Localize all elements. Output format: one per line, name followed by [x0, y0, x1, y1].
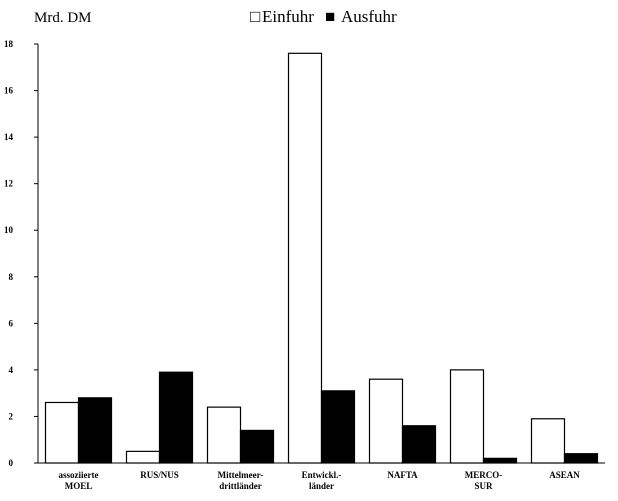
x-tick-label: länder	[309, 481, 334, 491]
bar-einfuhr-rus-nus	[125, 450, 161, 464]
x-tick-label: Entwickl.-	[302, 470, 342, 480]
bar-ausfuhr-mittelmeer-drittl-nder	[239, 429, 275, 464]
x-tick-label: Mittelmeer-	[218, 470, 264, 480]
bar-einfuhr-entwickl-l-nder	[287, 52, 323, 464]
x-tick-label: drittländer	[219, 481, 262, 491]
y-tick-label: 12	[4, 179, 14, 189]
y-axis-label: Mrd. DM	[34, 10, 92, 26]
legend-marker-ausfuhr: ■	[325, 7, 335, 26]
y-tick-label: 8	[9, 272, 14, 282]
bar-einfuhr-mittelmeer-drittl-nder	[206, 406, 242, 464]
bars	[44, 52, 599, 464]
x-tick-label: assoziierte	[59, 470, 99, 480]
y-tick-label: 10	[4, 225, 14, 235]
x-tick-label: ASEAN	[549, 470, 580, 480]
y-tick-label: 4	[9, 365, 14, 375]
y-tick-label: 2	[9, 411, 14, 421]
bar-einfuhr-assoziierte-moel	[44, 401, 80, 464]
x-tick-label: MOEL	[65, 481, 93, 491]
y-tick-label: 16	[4, 86, 14, 96]
bar-ausfuhr-rus-nus	[158, 371, 194, 464]
bar-ausfuhr-nafta	[401, 425, 437, 464]
bar-ausfuhr-merco-sur	[482, 457, 518, 464]
legend-label-ausfuhr: Ausfuhr	[341, 7, 397, 26]
x-tick-label: SUR	[474, 481, 493, 491]
bar-einfuhr-nafta	[368, 378, 404, 464]
y-tick-label: 6	[9, 318, 14, 328]
y-axis-ticks: 0 2 4 6 8 10 12 14 16 18	[4, 39, 38, 468]
y-tick-label: 14	[4, 132, 14, 142]
bar-ausfuhr-asean	[563, 453, 599, 464]
x-tick-label: NAFTA	[387, 470, 418, 480]
y-tick-label: 0	[9, 458, 14, 468]
x-tick-label: MERCO-	[465, 470, 503, 480]
x-tick-label: RUS/NUS	[140, 470, 179, 480]
bar-einfuhr-merco-sur	[449, 369, 485, 464]
bar-ausfuhr-entwickl-l-nder	[320, 390, 356, 464]
bar-einfuhr-asean	[530, 418, 566, 464]
legend: □ Einfuhr ■ Ausfuhr	[250, 7, 397, 26]
legend-label-einfuhr: Einfuhr	[262, 7, 314, 26]
y-tick-label: 18	[4, 39, 14, 49]
legend-marker-einfuhr: □	[250, 7, 260, 26]
bar-ausfuhr-assoziierte-moel	[77, 397, 113, 464]
